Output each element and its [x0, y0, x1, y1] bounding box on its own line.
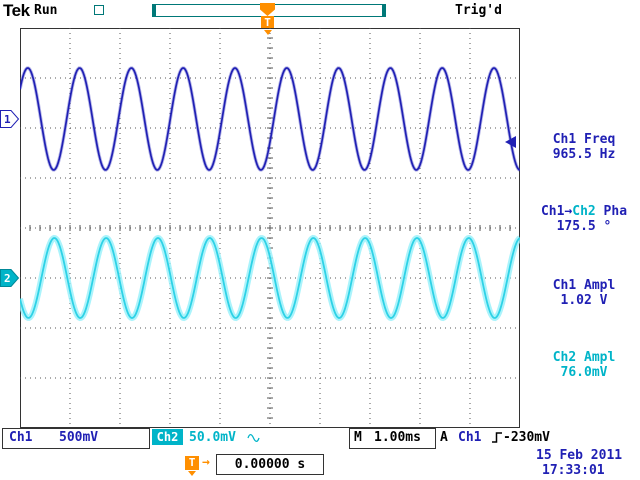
- measurement-value: 1.02 V: [560, 293, 608, 308]
- graticule: [20, 28, 520, 428]
- measurement-ch1-freq: Ch1 Freq 965.5 Hz: [528, 132, 640, 162]
- trigger-position-label: T: [261, 16, 274, 29]
- trigger-source: Ch1: [458, 430, 482, 445]
- rising-edge-icon: [492, 432, 502, 443]
- ch2-scale-value: 50.0mV: [189, 430, 236, 445]
- horizontal-position-marker: T: [185, 456, 199, 470]
- timebase-value: 1.00ms: [374, 430, 421, 445]
- acquisition-indicator: [94, 5, 104, 15]
- measurement-ch1-ampl: Ch1 Ampl 1.02 V: [528, 278, 640, 308]
- time-display: 17:33:01: [542, 463, 605, 478]
- measurement-value: 76.0mV: [560, 365, 608, 380]
- measurement-label: Ch2 Ampl: [552, 350, 616, 365]
- ch1-scale-value: 500mV: [59, 430, 99, 445]
- measurement-value: 175.5 °: [556, 219, 612, 234]
- measurement-panel: Ch1 Freq 965.5 Hz Ch1→Ch2 Pha 175.5 ° Ch1 Am…: [528, 0, 640, 430]
- measurement-label: Ch1 Ampl: [552, 278, 616, 293]
- ch1-waveform: [20, 67, 520, 171]
- date-display: 15 Feb 2011: [536, 448, 623, 463]
- measurement-ch2-ampl: Ch2 Ampl 76.0mV: [528, 350, 640, 380]
- timebase-label: M: [354, 430, 362, 445]
- trigger-status: Trig'd: [455, 3, 502, 18]
- svg-text:2: 2: [4, 272, 11, 285]
- ch1-scale-readout: Ch1 500mV: [2, 428, 150, 449]
- acquisition-status: Run: [34, 3, 58, 18]
- trigger-position-marker-icon: [260, 3, 275, 16]
- trigger-position-arrow-icon: [264, 30, 272, 35]
- tek-logo: Tek: [3, 1, 30, 20]
- trigger-mode-label: A: [440, 430, 448, 445]
- measurement-value: 965.5 Hz: [552, 147, 616, 162]
- trigger-level-value: -230mV: [503, 430, 550, 445]
- horizontal-position-arrow-icon: [188, 471, 196, 476]
- trigger-level-marker-icon: [505, 136, 516, 148]
- horizontal-position-readout: 0.00000 s: [216, 454, 324, 475]
- ch2-waveform: [20, 237, 520, 319]
- horizontal-arrow-icon: →: [202, 455, 210, 470]
- ac-coupling-sine-icon: [247, 434, 260, 442]
- ch1-label: Ch1: [9, 430, 33, 445]
- measurement-ch1-ch2-phase: Ch1→Ch2 Pha 175.5 °: [528, 204, 640, 234]
- ch2-ground-marker: 2: [0, 269, 20, 287]
- measurement-label: Ch1→Ch2 Pha: [540, 204, 628, 219]
- ch1-ground-marker: 1: [0, 110, 20, 128]
- svg-text:1: 1: [4, 113, 11, 126]
- ch2-label: Ch2: [152, 429, 183, 445]
- timebase-readout: M 1.00ms: [349, 428, 436, 449]
- measurement-label: Ch1 Freq: [552, 132, 616, 147]
